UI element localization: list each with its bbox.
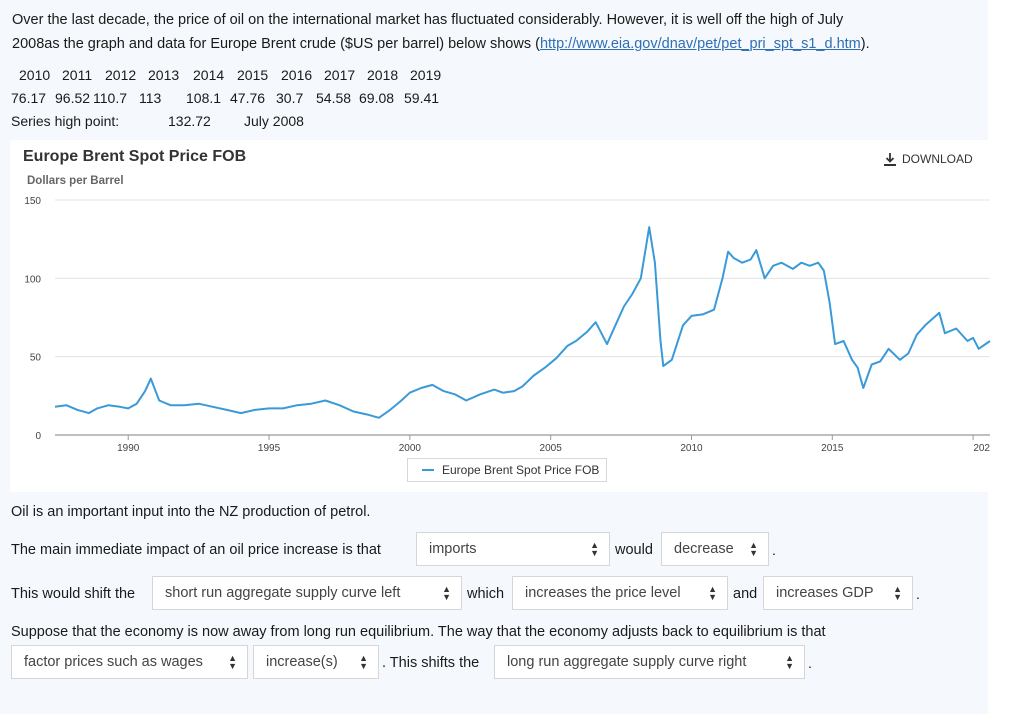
q3-period: .	[808, 655, 812, 671]
price-chart: 0 50 100 150 1990 1995 2000 2005 2010 2015 202	[24, 196, 991, 454]
value-cell: 108.1	[186, 90, 222, 106]
x-tick-label: 1990	[117, 443, 140, 454]
chart-legend[interactable]: Europe Brent Spot Price FOB	[407, 458, 607, 482]
x-tick-label: 202	[973, 443, 990, 454]
series-high-date: July 2008	[244, 113, 304, 129]
eia-link[interactable]: http://www.eia.gov/dnav/pet/pet_pri_spt_…	[539, 36, 861, 52]
q2-select-gdp-effect[interactable]: increases GDP ▲ ▼	[763, 576, 913, 610]
series-high-label: Series high point:	[11, 113, 120, 129]
q2-select-gdp-effect-value: increases GDP	[776, 585, 874, 601]
select-arrows-icon: ▲ ▼	[785, 653, 794, 671]
year-cell: 2014	[193, 67, 225, 83]
select-arrows-icon: ▲ ▼	[749, 540, 758, 558]
value-cell: 47.76	[230, 90, 266, 106]
q3-line: Suppose that the economy is now away fro…	[11, 624, 826, 640]
intro-line-2: 2008as the graph and data for Europe Bre…	[12, 36, 870, 52]
download-icon	[884, 152, 896, 166]
q3-mid: . This shifts the	[382, 655, 480, 671]
y-tick-label: 50	[30, 353, 42, 364]
value-cell: 113	[139, 90, 162, 106]
download-label: DOWNLOAD	[902, 152, 973, 166]
y-tick-label: 150	[24, 196, 41, 207]
year-cell: 2013	[148, 67, 180, 83]
year-cell: 2019	[410, 67, 442, 83]
year-cell: 2011	[62, 67, 93, 83]
year-cell: 2018	[367, 67, 399, 83]
q2-select-price-effect[interactable]: increases the price level ▲ ▼	[512, 576, 728, 610]
q1-select-subject-value: imports	[429, 541, 477, 557]
q2-select-price-effect-value: increases the price level	[525, 585, 681, 601]
select-arrows-icon: ▲ ▼	[590, 540, 599, 558]
chart-container: Europe Brent Spot Price FOB Dollars per …	[10, 140, 1000, 492]
year-cell: 2012	[105, 67, 137, 83]
intro-line-2-suffix: ).	[860, 36, 870, 52]
x-tick-label: 2010	[680, 443, 703, 454]
series-line	[54, 226, 991, 419]
intro-line-1: Over the last decade, the price of oil o…	[12, 12, 844, 28]
x-tick-label: 2000	[399, 443, 422, 454]
x-tick-label: 1995	[258, 443, 281, 454]
series-high-value: 132.72	[168, 113, 211, 129]
q1-select-direction-value: decrease	[674, 541, 734, 557]
select-arrows-icon: ▲ ▼	[359, 653, 368, 671]
select-arrows-icon: ▲ ▼	[228, 653, 237, 671]
year-cell: 2017	[324, 67, 356, 83]
year-cell: 2010	[19, 67, 51, 83]
q3-select-curve[interactable]: long run aggregate supply curve right ▲ ▼	[494, 645, 805, 679]
q3-select-curve-value: long run aggregate supply curve right	[507, 654, 747, 670]
y-tick-label: 100	[24, 274, 41, 285]
value-cell: 96.52	[55, 90, 91, 106]
legend-swatch	[422, 469, 434, 471]
chart-title: Europe Brent Spot Price FOB	[23, 148, 247, 165]
q1-select-direction[interactable]: decrease ▲ ▼	[661, 532, 769, 566]
year-cell: 2016	[281, 67, 313, 83]
legend-label: Europe Brent Spot Price FOB	[442, 463, 600, 477]
y-tick-label: 0	[35, 431, 41, 442]
q2-prefix: This would shift the	[11, 586, 136, 602]
value-cell: 110.7	[93, 90, 127, 106]
value-cell: 69.08	[359, 90, 395, 106]
download-button[interactable]: DOWNLOAD	[884, 152, 973, 166]
q2-and: and	[733, 586, 758, 602]
x-tick-label: 2015	[821, 443, 844, 454]
value-cell: 76.17	[11, 90, 47, 106]
chart-subtitle: Dollars per Barrel	[27, 175, 124, 187]
question-intro: Oil is an important input into the NZ pr…	[11, 504, 371, 520]
intro-line-2-prefix: 2008as the graph and data for Europe Bre…	[12, 36, 540, 52]
select-arrows-icon: ▲ ▼	[442, 584, 451, 602]
q1-mid: would	[615, 542, 653, 558]
value-cell: 30.7	[276, 90, 304, 106]
q1-prefix: The main immediate impact of an oil pric…	[11, 542, 381, 558]
q3-select-adjuster-value: factor prices such as wages	[24, 654, 203, 670]
q3-select-change[interactable]: increase(s) ▲ ▼	[253, 645, 379, 679]
q2-select-shift-value: short run aggregate supply curve left	[165, 585, 401, 601]
select-arrows-icon: ▲ ▼	[708, 584, 717, 602]
q2-mid: which	[467, 586, 505, 602]
x-tick-label: 2005	[540, 443, 563, 454]
value-cell: 54.58	[316, 90, 352, 106]
q3-select-adjuster[interactable]: factor prices such as wages ▲ ▼	[11, 645, 248, 679]
q1-select-subject[interactable]: imports ▲ ▼	[416, 532, 610, 566]
value-cell: 59.41	[404, 90, 440, 106]
q2-period: .	[916, 586, 920, 602]
q3-select-change-value: increase(s)	[266, 654, 338, 670]
q1-period: .	[772, 542, 776, 558]
year-cell: 2015	[237, 67, 269, 83]
select-arrows-icon: ▲ ▼	[893, 584, 902, 602]
q2-select-shift[interactable]: short run aggregate supply curve left ▲ ▼	[152, 576, 462, 610]
